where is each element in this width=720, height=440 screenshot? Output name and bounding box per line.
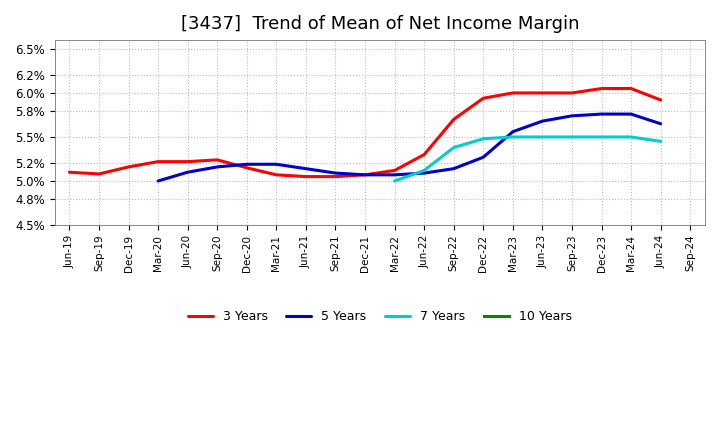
5 Years <box>538 118 546 124</box>
5 Years <box>361 172 369 177</box>
7 Years <box>657 139 665 144</box>
3 Years <box>479 95 487 101</box>
3 Years <box>302 174 310 179</box>
5 Years <box>243 161 251 167</box>
3 Years <box>390 168 399 173</box>
7 Years <box>538 134 546 139</box>
7 Years <box>567 134 576 139</box>
5 Years <box>479 154 487 160</box>
5 Years <box>597 111 606 117</box>
7 Years <box>390 178 399 183</box>
3 Years <box>184 159 192 164</box>
5 Years <box>331 170 340 176</box>
Legend: 3 Years, 5 Years, 7 Years, 10 Years: 3 Years, 5 Years, 7 Years, 10 Years <box>183 305 577 328</box>
3 Years <box>449 117 458 122</box>
5 Years <box>302 166 310 171</box>
3 Years <box>331 174 340 179</box>
3 Years <box>597 86 606 91</box>
3 Years <box>65 169 73 175</box>
7 Years <box>627 134 636 139</box>
7 Years <box>449 145 458 150</box>
5 Years <box>567 113 576 118</box>
3 Years <box>94 171 103 176</box>
Line: 7 Years: 7 Years <box>395 137 661 181</box>
5 Years <box>272 161 281 167</box>
3 Years <box>124 164 132 169</box>
3 Years <box>508 90 517 95</box>
5 Years <box>508 129 517 134</box>
7 Years <box>508 134 517 139</box>
5 Years <box>213 164 222 169</box>
3 Years <box>361 172 369 177</box>
3 Years <box>420 152 428 157</box>
7 Years <box>597 134 606 139</box>
5 Years <box>657 121 665 126</box>
5 Years <box>154 178 163 183</box>
3 Years <box>657 97 665 103</box>
3 Years <box>538 90 546 95</box>
5 Years <box>184 169 192 175</box>
3 Years <box>243 165 251 170</box>
5 Years <box>420 170 428 176</box>
Title: [3437]  Trend of Mean of Net Income Margin: [3437] Trend of Mean of Net Income Margi… <box>181 15 579 33</box>
7 Years <box>420 168 428 173</box>
3 Years <box>272 172 281 177</box>
Line: 5 Years: 5 Years <box>158 114 661 181</box>
7 Years <box>479 136 487 141</box>
3 Years <box>567 90 576 95</box>
3 Years <box>627 86 636 91</box>
5 Years <box>390 172 399 177</box>
5 Years <box>627 111 636 117</box>
3 Years <box>213 157 222 162</box>
5 Years <box>449 166 458 171</box>
3 Years <box>154 159 163 164</box>
Line: 3 Years: 3 Years <box>69 88 661 176</box>
